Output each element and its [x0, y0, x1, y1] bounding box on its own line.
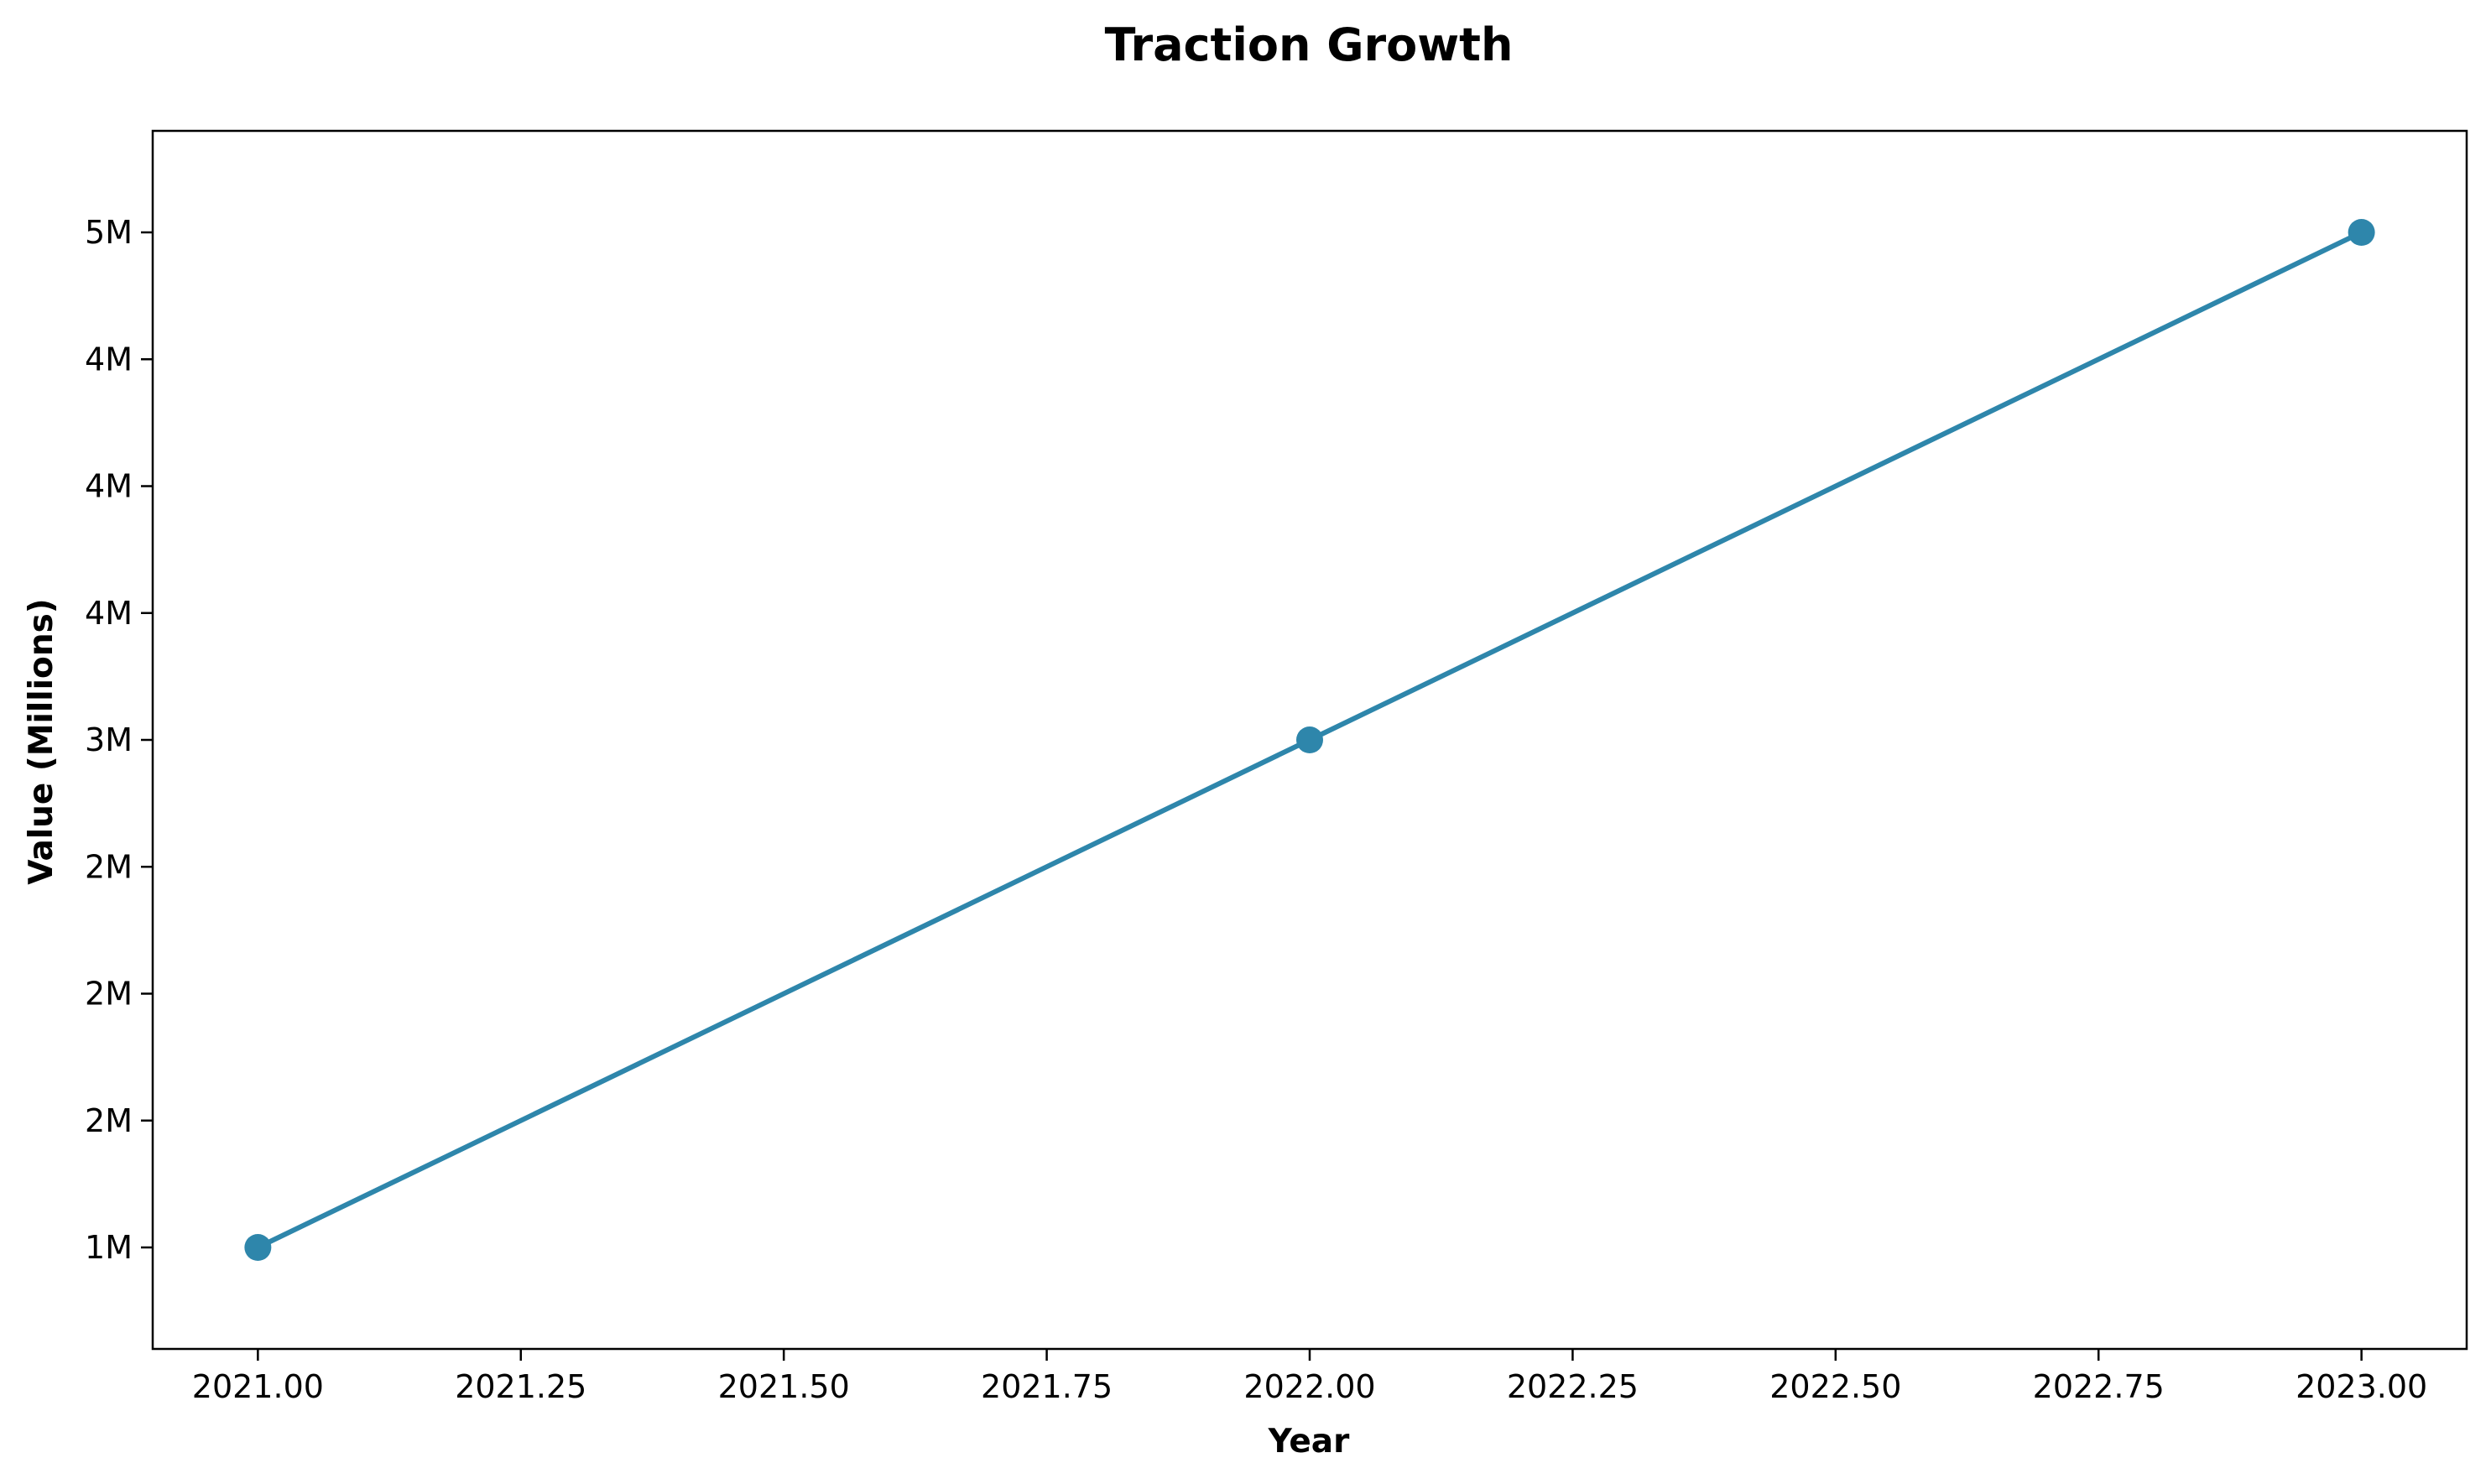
y-axis-label: Value (Millions) [23, 598, 60, 884]
y-tick-label: 2M [85, 976, 133, 1013]
x-tick-label: 2022.25 [1507, 1368, 1639, 1405]
x-tick-label: 2021.50 [718, 1368, 850, 1405]
x-tick-label: 2021.75 [981, 1368, 1113, 1405]
y-tick-label: 3M [85, 721, 133, 758]
x-tick-label: 2022.75 [2033, 1368, 2165, 1405]
x-tick-label: 2022.00 [1243, 1368, 1375, 1405]
y-tick-label: 5M [85, 214, 133, 251]
data-point [244, 1234, 272, 1261]
y-tick-label: 1M [85, 1229, 133, 1266]
y-tick-label: 4M [85, 341, 133, 378]
x-tick-label: 2022.50 [1769, 1368, 1901, 1405]
plot-area: 2021.00 2021.25 2021.50 2021.75 2022.00 2022.… [85, 129, 2468, 1405]
y-tick-label: 4M [85, 468, 133, 505]
x-axis-label: Year [1268, 1423, 1350, 1461]
data-point [1296, 726, 1323, 753]
y-tick-label: 4M [85, 595, 133, 632]
data-point [2348, 219, 2375, 246]
y-tick-label: 2M [85, 848, 133, 885]
x-tick-label: 2023.00 [2296, 1368, 2427, 1405]
x-tick-label: 2021.25 [455, 1368, 586, 1405]
x-tick-label: 2021.00 [192, 1368, 324, 1405]
chart-title: Traction Growth [1105, 18, 1514, 71]
y-tick-label: 2M [85, 1102, 133, 1139]
